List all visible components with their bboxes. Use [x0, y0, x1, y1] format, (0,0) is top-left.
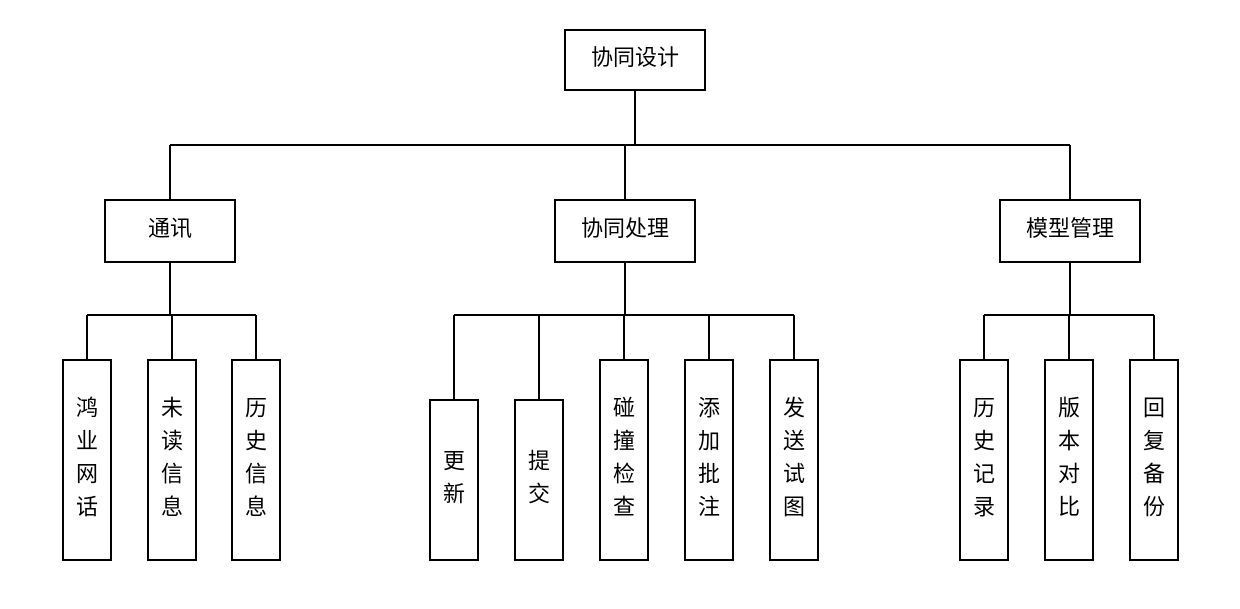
node-label: 复 [1143, 429, 1165, 454]
node-label: 碰 [613, 396, 635, 421]
node-n2: 协同处理 [555, 200, 695, 262]
node-label: 息 [161, 495, 183, 520]
node-label: 加 [698, 429, 720, 454]
node-label: 批 [698, 462, 720, 487]
node-label: 比 [1058, 495, 1080, 520]
node-label: 历 [245, 396, 267, 421]
node-label: 模型管理 [1026, 216, 1114, 241]
node-label: 业 [76, 429, 98, 454]
node-label: 史 [973, 429, 995, 454]
node-l24: 添加批注 [685, 360, 733, 560]
node-label: 对 [1058, 462, 1080, 487]
node-n3: 模型管理 [1000, 200, 1140, 262]
node-label: 撞 [613, 429, 635, 454]
node-l33: 回复备份 [1130, 360, 1178, 560]
node-label: 协同处理 [581, 216, 669, 241]
node-label: 更 [443, 449, 465, 474]
node-label: 信 [161, 462, 183, 487]
node-l21: 更新 [430, 400, 478, 560]
node-root: 协同设计 [565, 30, 705, 90]
node-label: 史 [245, 429, 267, 454]
node-l31: 历史记录 [960, 360, 1008, 560]
node-label: 鸿 [76, 396, 98, 421]
hierarchy-diagram: 协同设计通讯协同处理模型管理鸿业网话未读信息历史信息更新提交碰撞检查添加批注发送… [0, 0, 1240, 609]
node-label: 新 [443, 482, 465, 507]
node-l32: 版本对比 [1045, 360, 1093, 560]
node-l22: 提交 [515, 400, 563, 560]
node-label: 网 [76, 462, 98, 487]
nodes-layer: 协同设计通讯协同处理模型管理鸿业网话未读信息历史信息更新提交碰撞检查添加批注发送… [63, 30, 1178, 560]
node-label: 话 [76, 495, 98, 520]
node-label: 份 [1143, 495, 1165, 520]
node-l23: 碰撞检查 [600, 360, 648, 560]
node-label: 读 [161, 429, 183, 454]
node-label: 图 [783, 495, 805, 520]
node-label: 协同设计 [591, 45, 679, 70]
node-label: 未 [161, 396, 183, 421]
node-n1: 通讯 [105, 200, 235, 262]
node-label: 送 [783, 429, 805, 454]
node-label: 提 [528, 449, 550, 474]
node-label: 添 [698, 396, 720, 421]
node-label: 注 [698, 495, 720, 520]
node-label: 信 [245, 462, 267, 487]
node-label: 交 [528, 482, 550, 507]
node-label: 发 [783, 396, 805, 421]
node-label: 回 [1143, 396, 1165, 421]
node-label: 查 [613, 495, 635, 520]
node-label: 历 [973, 396, 995, 421]
node-label: 息 [245, 495, 267, 520]
node-l13: 历史信息 [232, 360, 280, 560]
node-label: 通讯 [148, 216, 192, 241]
node-label: 记 [973, 462, 995, 487]
node-label: 本 [1058, 429, 1080, 454]
node-l25: 发送试图 [770, 360, 818, 560]
node-l12: 未读信息 [148, 360, 196, 560]
node-label: 备 [1143, 462, 1165, 487]
node-label: 版 [1058, 396, 1080, 421]
node-label: 录 [973, 495, 995, 520]
node-label: 试 [783, 462, 805, 487]
node-l11: 鸿业网话 [63, 360, 111, 560]
node-label: 检 [613, 462, 635, 487]
